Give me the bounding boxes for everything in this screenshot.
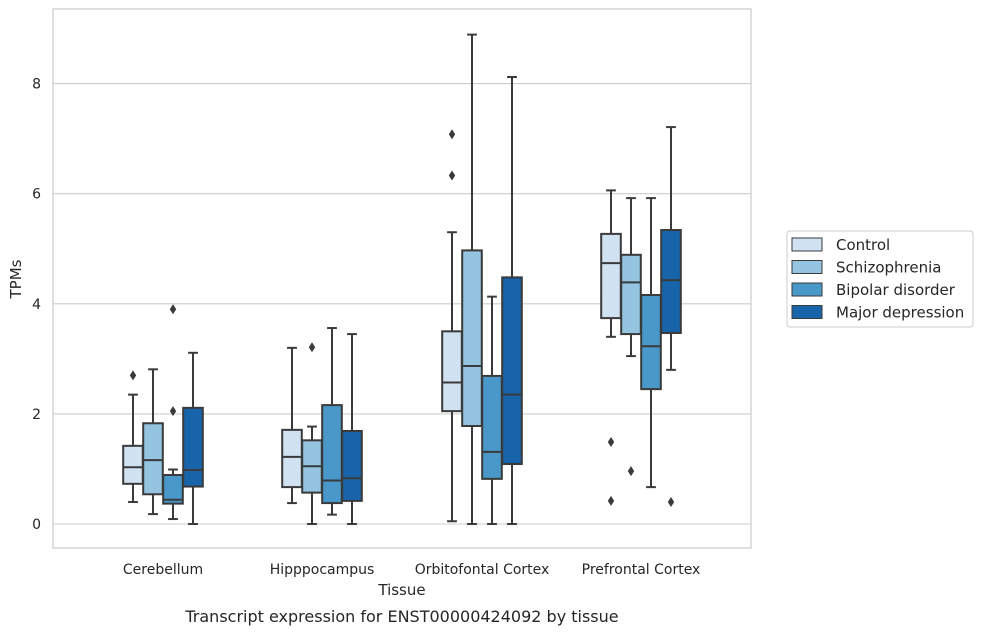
box-iqr bbox=[640, 293, 662, 391]
box-3-1 bbox=[620, 197, 642, 477]
box-iqr bbox=[441, 330, 463, 413]
box-2-2 bbox=[481, 295, 503, 525]
outlier-point bbox=[667, 496, 675, 507]
legend-swatch bbox=[791, 305, 823, 319]
legend-swatch bbox=[791, 260, 823, 274]
outlier-point bbox=[627, 466, 635, 477]
box-iqr bbox=[182, 406, 204, 488]
box-iqr bbox=[600, 232, 622, 320]
y-axis-title: TPMs bbox=[7, 259, 25, 299]
x-tick-label: Cerebellum bbox=[123, 562, 203, 578]
box-iqr bbox=[660, 229, 682, 334]
plot-area-frame bbox=[52, 8, 752, 549]
box-3-2 bbox=[640, 197, 662, 489]
y-tick-label: 0 bbox=[32, 517, 41, 533]
y-tick-label: 6 bbox=[32, 187, 41, 203]
boxes-group bbox=[122, 33, 682, 525]
x-axis-title: Tissue bbox=[377, 581, 425, 599]
box-iqr bbox=[461, 249, 483, 428]
box-iqr bbox=[142, 422, 164, 496]
y-tick-label: 8 bbox=[32, 77, 41, 93]
box-2-0 bbox=[441, 129, 463, 523]
box-iqr bbox=[481, 374, 503, 480]
grid-lines bbox=[53, 83, 751, 525]
x-tick-label: Prefrontal Cortex bbox=[582, 562, 701, 578]
x-tick-label: Orbitofontal Cortex bbox=[415, 562, 550, 578]
box-3-3 bbox=[660, 126, 682, 507]
box-0-2 bbox=[162, 304, 184, 521]
legend-label: Control bbox=[836, 236, 890, 254]
legend-label: Major depression bbox=[836, 304, 964, 322]
outlier-point bbox=[607, 495, 615, 506]
box-iqr bbox=[321, 404, 343, 505]
x-tick-label: Hipppocampus bbox=[270, 562, 375, 578]
y-tick-label: 2 bbox=[32, 407, 41, 423]
x-tick-labels: Cerebellum Hipppocampus Orbitofontal Corte… bbox=[123, 562, 700, 578]
legend-swatch bbox=[791, 282, 823, 297]
box-2-1 bbox=[461, 33, 483, 525]
box-1-0 bbox=[281, 346, 303, 505]
outlier-point bbox=[448, 170, 456, 181]
box-0-0 bbox=[122, 370, 144, 503]
box-1-3 bbox=[341, 333, 363, 525]
box-1-1 bbox=[301, 342, 323, 525]
box-iqr bbox=[122, 444, 144, 485]
outlier-point bbox=[129, 370, 137, 381]
box-iqr bbox=[501, 276, 523, 465]
y-tick-labels: 0 2 4 6 8 bbox=[32, 77, 41, 533]
box-iqr bbox=[162, 474, 184, 505]
legend-swatch bbox=[791, 237, 823, 252]
outlier-point bbox=[607, 436, 615, 447]
box-iqr bbox=[620, 253, 642, 336]
chart-caption: Transcript expression for ENST0000042409… bbox=[184, 607, 618, 626]
box-0-1 bbox=[142, 368, 164, 516]
outlier-point bbox=[169, 304, 177, 315]
y-tick-label: 4 bbox=[32, 297, 41, 313]
outlier-point bbox=[448, 129, 456, 140]
box-0-3 bbox=[182, 351, 204, 525]
box-1-2 bbox=[321, 327, 343, 516]
legend-label: Schizophrenia bbox=[836, 259, 941, 277]
legend: Control Schizophrenia Bipolar disorder Majo… bbox=[786, 230, 974, 328]
box-iqr bbox=[341, 429, 363, 502]
outlier-point bbox=[308, 342, 316, 353]
box-iqr bbox=[281, 428, 303, 489]
box-2-3 bbox=[501, 75, 523, 525]
legend-frame bbox=[786, 230, 974, 328]
box-3-0 bbox=[600, 189, 622, 506]
outlier-point bbox=[169, 406, 177, 417]
legend-label: Bipolar disorder bbox=[836, 281, 956, 299]
